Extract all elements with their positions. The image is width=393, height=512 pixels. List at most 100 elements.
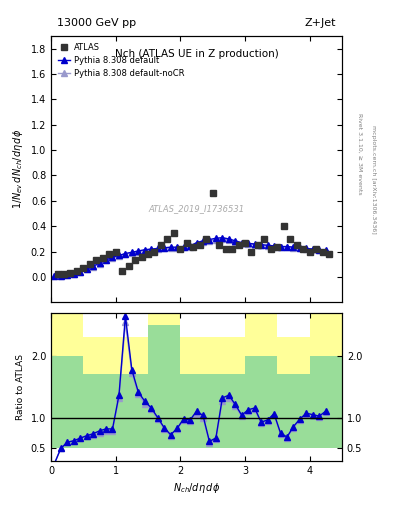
ATLAS <box>146 251 151 257</box>
Text: 13000 GeV pp: 13000 GeV pp <box>57 18 136 28</box>
ATLAS <box>171 229 176 236</box>
ATLAS <box>327 251 331 257</box>
ATLAS <box>62 271 66 278</box>
Pythia 8.308 default <box>194 240 199 246</box>
Pythia 8.308 default-noCR <box>59 273 63 279</box>
Pythia 8.308 default <box>239 240 244 246</box>
ATLAS <box>288 236 292 242</box>
ATLAS <box>307 248 312 254</box>
ATLAS <box>184 240 189 246</box>
Pythia 8.308 default-noCR <box>110 255 115 261</box>
Pythia 8.308 default <box>252 241 257 247</box>
Pythia 8.308 default-noCR <box>226 237 231 243</box>
Legend: ATLAS, Pythia 8.308 default, Pythia 8.308 default-noCR: ATLAS, Pythia 8.308 default, Pythia 8.30… <box>55 40 187 80</box>
Pythia 8.308 default-noCR <box>104 258 108 264</box>
Pythia 8.308 default <box>265 242 270 248</box>
ATLAS <box>230 246 234 252</box>
Pythia 8.308 default <box>52 273 57 280</box>
ATLAS <box>126 263 131 269</box>
Line: Pythia 8.308 default-noCR: Pythia 8.308 default-noCR <box>51 236 329 279</box>
Pythia 8.308 default <box>246 240 251 246</box>
Pythia 8.308 default <box>168 244 173 250</box>
Pythia 8.308 default-noCR <box>149 247 154 253</box>
ATLAS <box>55 271 60 278</box>
Pythia 8.308 default-noCR <box>272 243 276 249</box>
Pythia 8.308 default <box>278 243 283 249</box>
Pythia 8.308 default <box>162 245 167 251</box>
Pythia 8.308 default <box>72 271 76 277</box>
Pythia 8.308 default-noCR <box>239 240 244 246</box>
Pythia 8.308 default-noCR <box>78 269 83 275</box>
Text: Nch (ATLAS UE in Z production): Nch (ATLAS UE in Z production) <box>115 49 278 59</box>
Pythia 8.308 default-noCR <box>97 261 102 267</box>
Line: Pythia 8.308 default: Pythia 8.308 default <box>51 235 329 279</box>
Pythia 8.308 default-noCR <box>175 244 180 250</box>
Y-axis label: $1/N_{ev}\,dN_{ch}/d\eta\,d\phi$: $1/N_{ev}\,dN_{ch}/d\eta\,d\phi$ <box>11 129 25 209</box>
ATLAS <box>242 240 247 246</box>
ATLAS <box>139 253 144 260</box>
Pythia 8.308 default-noCR <box>246 241 251 247</box>
Pythia 8.308 default-noCR <box>233 239 238 245</box>
Pythia 8.308 default-noCR <box>304 246 309 252</box>
ATLAS <box>159 242 163 248</box>
Pythia 8.308 default <box>149 246 154 252</box>
ATLAS <box>113 248 118 254</box>
ATLAS <box>236 242 241 248</box>
Line: ATLAS: ATLAS <box>55 190 332 277</box>
ATLAS <box>294 242 299 248</box>
ATLAS <box>107 251 112 257</box>
Pythia 8.308 default-noCR <box>213 237 218 243</box>
ATLAS <box>314 246 318 252</box>
Pythia 8.308 default-noCR <box>207 238 212 244</box>
Pythia 8.308 default <box>117 252 121 259</box>
Pythia 8.308 default <box>123 250 128 257</box>
ATLAS <box>81 265 86 271</box>
ATLAS <box>165 236 170 242</box>
Pythia 8.308 default-noCR <box>65 272 70 278</box>
ATLAS <box>249 248 254 254</box>
ATLAS <box>191 243 196 249</box>
Pythia 8.308 default <box>91 263 95 269</box>
ATLAS <box>301 246 305 252</box>
ATLAS <box>68 270 73 276</box>
X-axis label: $N_{ch}/d\eta\,d\phi$: $N_{ch}/d\eta\,d\phi$ <box>173 481 220 495</box>
Pythia 8.308 default-noCR <box>265 243 270 249</box>
ATLAS <box>320 248 325 254</box>
ATLAS <box>101 255 105 261</box>
ATLAS <box>152 248 157 254</box>
Pythia 8.308 default-noCR <box>168 245 173 251</box>
Pythia 8.308 default <box>317 247 321 253</box>
Pythia 8.308 default <box>304 245 309 251</box>
ATLAS <box>281 223 286 229</box>
Pythia 8.308 default <box>188 243 193 249</box>
ATLAS <box>178 246 183 252</box>
Pythia 8.308 default <box>59 273 63 279</box>
ATLAS <box>120 268 125 274</box>
Pythia 8.308 default-noCR <box>123 251 128 258</box>
Pythia 8.308 default <box>213 235 218 241</box>
Pythia 8.308 default-noCR <box>310 246 315 252</box>
Pythia 8.308 default-noCR <box>291 245 296 251</box>
ATLAS <box>75 268 79 274</box>
ATLAS <box>197 242 202 248</box>
ATLAS <box>94 258 99 264</box>
Pythia 8.308 default-noCR <box>285 244 289 250</box>
Pythia 8.308 default <box>181 243 186 249</box>
Pythia 8.308 default-noCR <box>200 239 205 245</box>
Pythia 8.308 default-noCR <box>130 250 134 256</box>
ATLAS <box>204 236 209 242</box>
Pythia 8.308 default <box>175 244 180 250</box>
Text: ATLAS_2019_I1736531: ATLAS_2019_I1736531 <box>149 205 244 214</box>
Pythia 8.308 default-noCR <box>142 247 147 253</box>
Pythia 8.308 default-noCR <box>155 246 160 252</box>
Pythia 8.308 default-noCR <box>252 242 257 248</box>
Pythia 8.308 default-noCR <box>298 245 302 251</box>
Pythia 8.308 default <box>130 249 134 255</box>
Y-axis label: Ratio to ATLAS: Ratio to ATLAS <box>16 354 25 420</box>
Pythia 8.308 default <box>285 243 289 249</box>
Pythia 8.308 default-noCR <box>278 244 283 250</box>
Pythia 8.308 default-noCR <box>323 247 328 253</box>
ATLAS <box>223 246 228 252</box>
Pythia 8.308 default <box>233 238 238 244</box>
ATLAS <box>210 190 215 196</box>
